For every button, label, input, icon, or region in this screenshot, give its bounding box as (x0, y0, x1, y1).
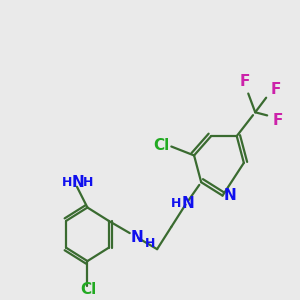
Text: N: N (224, 188, 237, 203)
Text: H: H (145, 237, 155, 250)
Text: Cl: Cl (81, 282, 97, 297)
Text: H: H (83, 176, 94, 189)
Text: F: F (273, 113, 283, 128)
Text: F: F (271, 82, 281, 98)
Text: N: N (72, 175, 84, 190)
Text: H: H (170, 196, 181, 209)
Text: Cl: Cl (153, 138, 170, 153)
Text: F: F (240, 74, 250, 89)
Text: H: H (62, 176, 73, 189)
Text: N: N (182, 196, 195, 211)
Text: N: N (131, 230, 144, 245)
